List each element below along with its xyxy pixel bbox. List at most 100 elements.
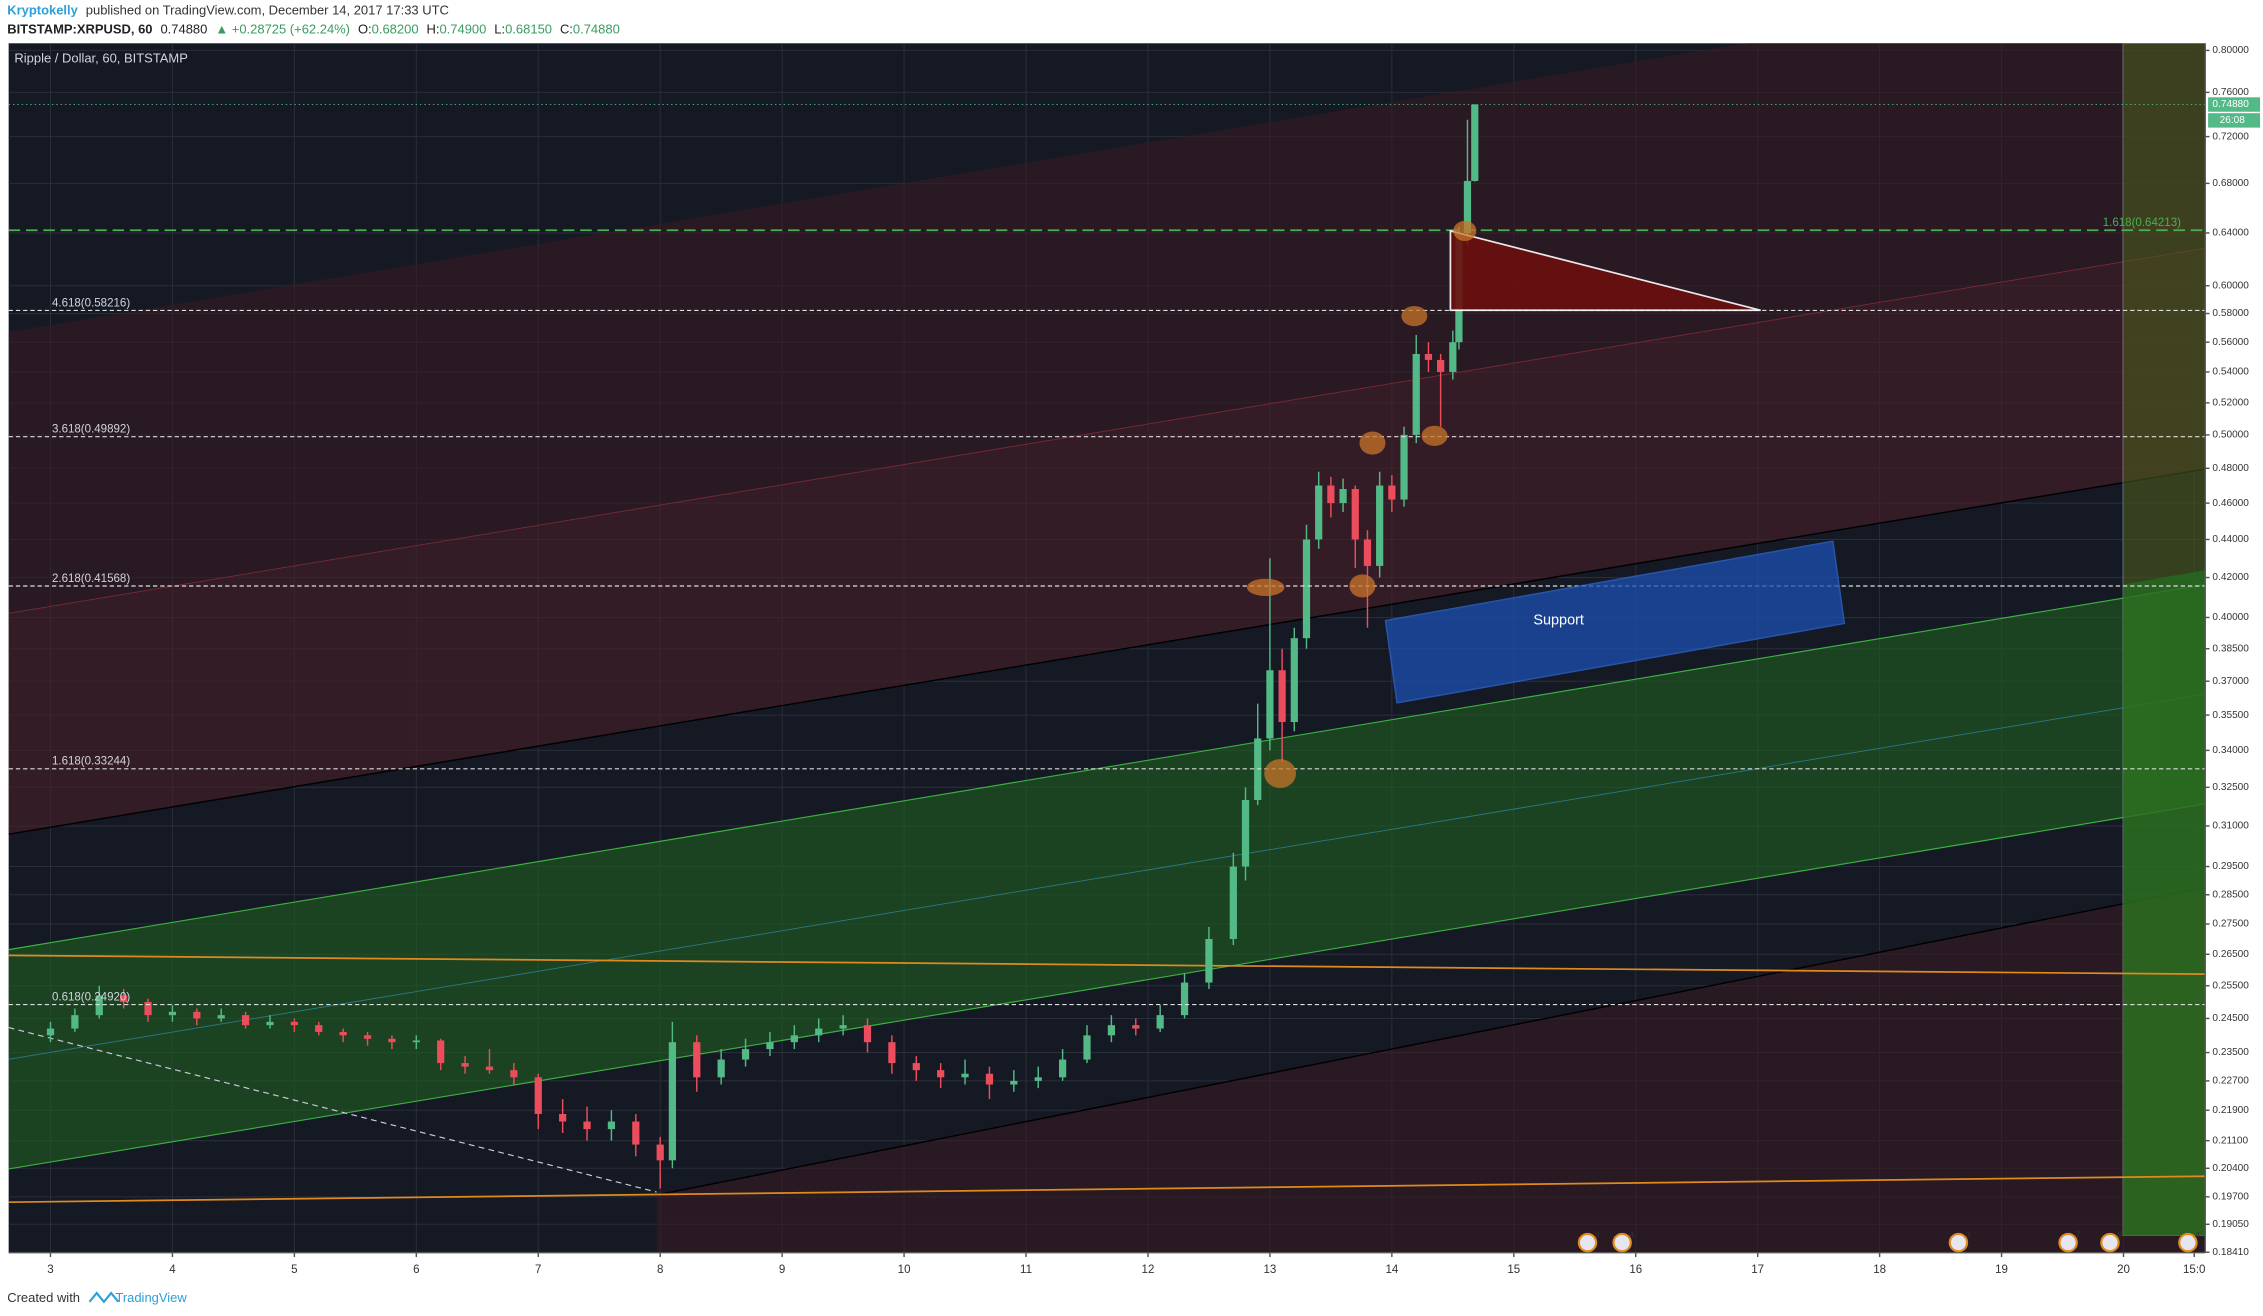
- candle-body: [1437, 359, 1445, 372]
- channel-line: [8, 803, 2206, 1170]
- candle-body: [217, 1015, 225, 1019]
- y-tick-label: 0.19050: [2212, 1219, 2249, 1230]
- candle-body: [388, 1038, 396, 1043]
- candle-body: [839, 1025, 847, 1029]
- x-tick-label: 16: [1629, 1264, 1642, 1276]
- levels: 4.618(0.58216) 3.618(0.49892) 2.618(0.4156…: [8, 104, 2206, 1006]
- event-count: 8: [2117, 1230, 2122, 1240]
- y-tick-label: 0.68000: [2212, 178, 2249, 189]
- x-tick-label: 14: [1385, 1264, 1398, 1276]
- y-tick-label: 0.46000: [2212, 498, 2249, 509]
- fib-label: 1.618(0.33244): [52, 756, 130, 768]
- drawings-under: [8, 43, 2206, 1253]
- candle-body: [1351, 489, 1359, 540]
- event-icon[interactable]: [1612, 1232, 1632, 1253]
- x-tick-label: 12: [1142, 1264, 1155, 1276]
- candle-body: [985, 1073, 994, 1085]
- channel-line: [656, 886, 2206, 1196]
- channel-line: [8, 468, 2206, 835]
- y-tick-label: 0.52000: [2212, 397, 2249, 408]
- x-tick-label: 10: [898, 1264, 911, 1276]
- event-icon[interactable]: [1577, 1232, 1598, 1253]
- candle-body: [961, 1073, 969, 1078]
- candle-body: [193, 1011, 201, 1019]
- last-price-label: 0.74880: [2212, 99, 2249, 110]
- y-tick-label: 0.44000: [2212, 534, 2249, 545]
- event-count: 4: [2195, 1230, 2200, 1240]
- ohlc-value: 0.74880: [573, 22, 620, 37]
- candle-body: [888, 1042, 896, 1064]
- event-count: 4: [1629, 1230, 1634, 1240]
- candle-body: [937, 1070, 945, 1078]
- x-tick-label: 8: [657, 1264, 663, 1276]
- fib-channel-band: [8, 43, 2206, 614]
- candle-body: [1205, 938, 1213, 983]
- trend-line: [8, 1026, 657, 1193]
- candle-body: [1010, 1080, 1018, 1085]
- candle-body: [339, 1031, 347, 1036]
- candle-body: [534, 1077, 542, 1114]
- candle-body: [168, 1011, 177, 1016]
- highlight: [1359, 431, 1386, 455]
- y-tick-label: 0.76000: [2212, 87, 2249, 98]
- candle-body: [1363, 539, 1372, 566]
- brand-logo: [88, 1291, 120, 1304]
- footer-brand[interactable]: TradingView: [115, 1290, 187, 1305]
- y-tick-label: 0.80000: [2212, 45, 2249, 56]
- candle-body: [1327, 485, 1335, 504]
- fib-label: 0.618(0.24920): [52, 991, 130, 1003]
- channel-line: [8, 583, 2206, 951]
- y-tick-label: 0.22700: [2212, 1076, 2249, 1087]
- candle-body: [1059, 1059, 1067, 1078]
- projection-box: [2122, 570, 2206, 1236]
- time-axis: [8, 1252, 2206, 1282]
- event-icon[interactable]: [2178, 1232, 2198, 1253]
- candle-body: [1132, 1025, 1140, 1029]
- highlight: [1246, 578, 1285, 597]
- candle-body: [290, 1021, 298, 1026]
- candle-body: [241, 1015, 250, 1026]
- triangle: [1449, 229, 1761, 312]
- event-icon[interactable]: [1948, 1232, 1969, 1253]
- x-tick-label: 7: [535, 1264, 541, 1276]
- ohlc-key: H:: [426, 22, 439, 37]
- symbol: BITSTAMP:XRPUSD, 60: [7, 22, 152, 37]
- y-tick-label: 0.31000: [2212, 821, 2249, 832]
- candle-body: [1156, 1015, 1164, 1029]
- countdown-tag: [2208, 113, 2261, 128]
- channel-line: [8, 247, 2206, 614]
- ohlc-key: L:: [494, 22, 505, 37]
- header-line-1: Kryptokelly published on TradingView.com…: [7, 3, 449, 18]
- y-tick-label: 0.28500: [2212, 889, 2249, 900]
- channel-line: [8, 693, 2206, 1060]
- candle-body: [510, 1070, 518, 1078]
- event-icon[interactable]: [2058, 1232, 2078, 1253]
- candle-body: [461, 1063, 469, 1067]
- candle-body: [1229, 866, 1237, 939]
- event-icon[interactable]: [2100, 1232, 2120, 1253]
- candle-body: [412, 1040, 420, 1043]
- support-zone: [1384, 540, 1846, 704]
- support-label: Support: [1533, 612, 1584, 628]
- candle-body: [583, 1121, 591, 1130]
- candle-body: [71, 1015, 79, 1029]
- candle-body: [766, 1042, 774, 1050]
- trend-line: [8, 954, 2206, 976]
- published: published on TradingView.com, December 1…: [86, 3, 449, 18]
- candle-body: [120, 995, 128, 1002]
- y-tick-label: 0.29500: [2212, 861, 2249, 872]
- candle-body: [607, 1121, 616, 1130]
- highlight: [1401, 305, 1428, 327]
- price-axis: [2205, 43, 2263, 1282]
- candle-body: [363, 1035, 372, 1039]
- candle-body: [741, 1049, 750, 1060]
- highlights: [1246, 220, 1477, 788]
- x-tick-label: 17: [1751, 1264, 1764, 1276]
- last: 0.74880: [160, 22, 207, 37]
- author[interactable]: Kryptokelly: [7, 3, 78, 18]
- candle-body: [144, 1001, 152, 1016]
- candle-body: [815, 1028, 823, 1036]
- candle-body: [693, 1042, 701, 1078]
- candle-body: [95, 995, 103, 1016]
